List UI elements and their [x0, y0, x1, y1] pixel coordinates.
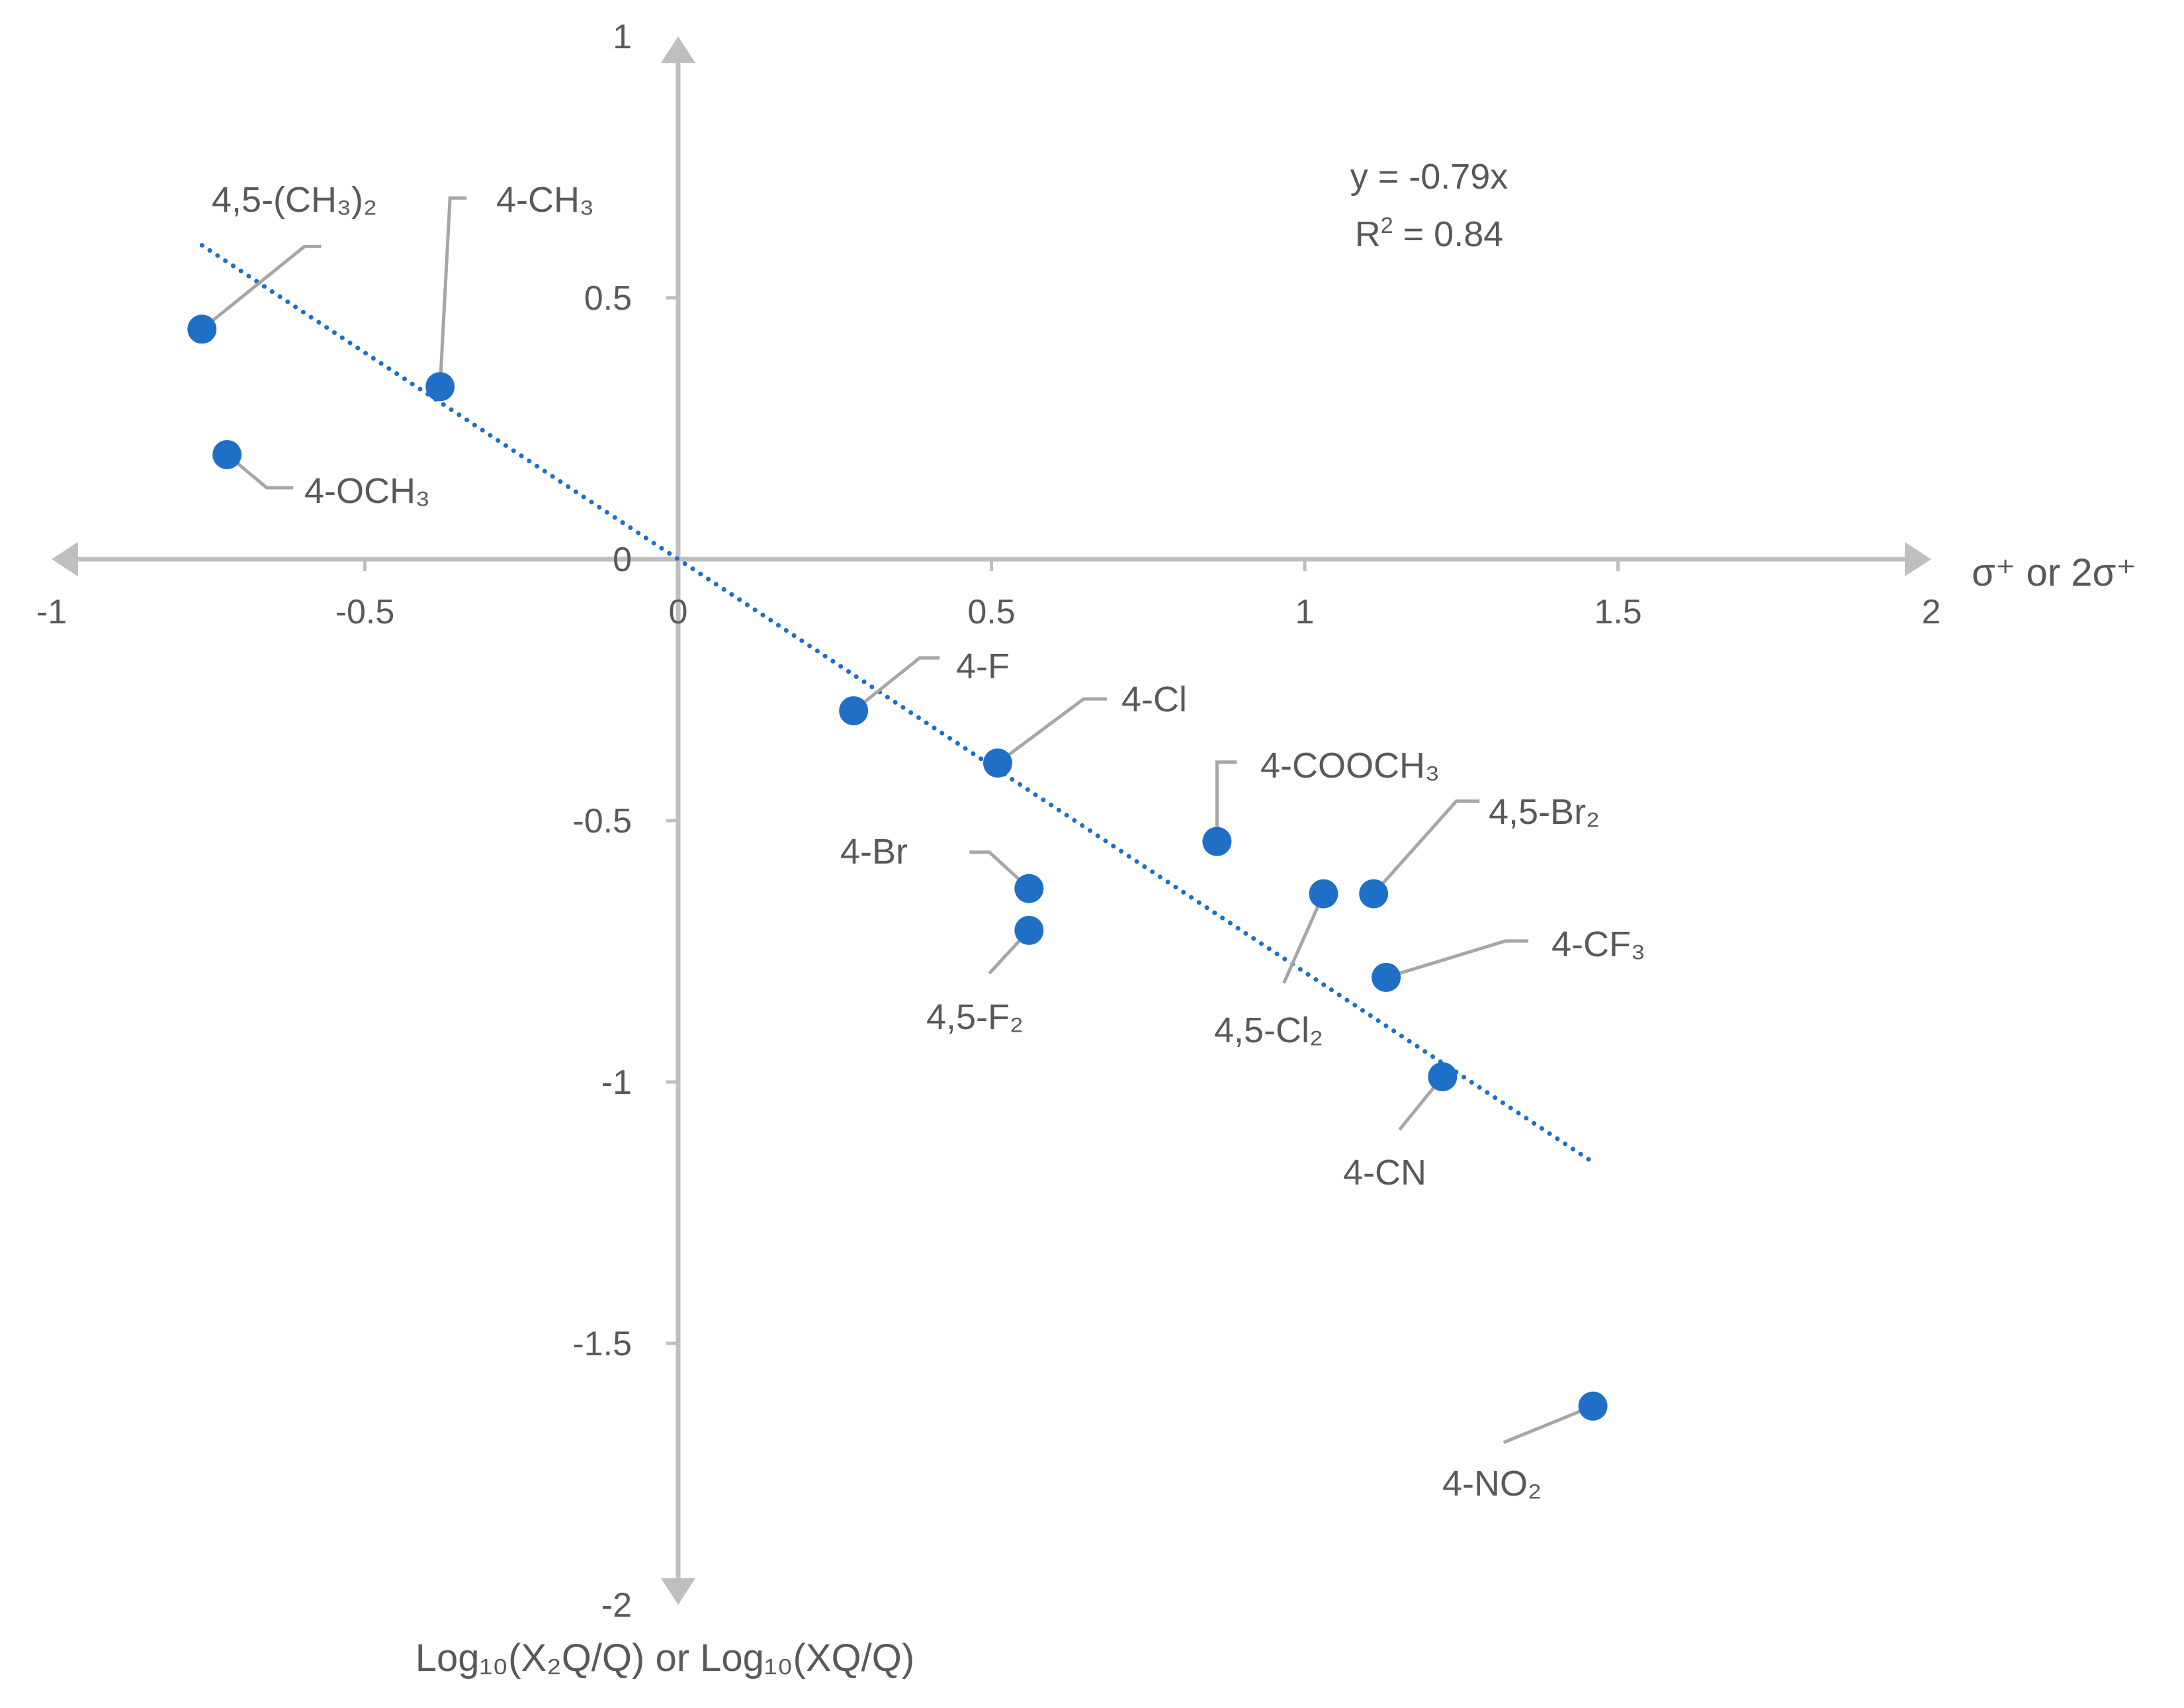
x-axis-title: σ⁺ or 2σ⁺ — [1972, 551, 2136, 594]
point-label: 4,5-Br₂ — [1489, 792, 1600, 832]
y-tick-label: -1 — [601, 1063, 632, 1102]
leader-line — [200, 244, 322, 331]
x-tick-group: -1 -0.5 0 0.5 1 1.5 2 — [36, 559, 1941, 631]
x-tick-label: 0.5 — [967, 593, 1015, 631]
point-label: 4-OCH₃ — [304, 471, 430, 511]
trendline — [199, 243, 1596, 1165]
r-squared-sup: 2 — [1381, 213, 1393, 238]
leader-line — [852, 656, 940, 713]
y-tick-label: 0.5 — [584, 279, 632, 318]
point-label: 4-F — [956, 647, 1010, 686]
leader-lines — [200, 196, 1594, 1445]
y-axis-arrow-top — [661, 36, 695, 63]
data-point — [1359, 879, 1389, 909]
leader-line — [438, 196, 467, 387]
x-tick-label: 1.5 — [1594, 593, 1641, 631]
y-tick-label: 1 — [613, 18, 632, 56]
leader-line — [1282, 893, 1325, 984]
r-squared-value: = 0.84 — [1393, 214, 1504, 254]
data-point — [425, 372, 455, 402]
leader-line — [1503, 1404, 1594, 1445]
point-label: 4,5-(CH₃)₂ — [212, 180, 377, 220]
y-tick-label: -0.5 — [572, 802, 632, 840]
point-label: 4-CH₃ — [496, 180, 594, 220]
point-label: 4-CF₃ — [1551, 924, 1645, 964]
data-point — [839, 696, 869, 726]
point-label: 4-Br — [840, 832, 908, 872]
point-label: 4,5-F₂ — [926, 997, 1024, 1037]
x-tick-label: 1 — [1295, 593, 1315, 631]
x-tick-label: 2 — [1922, 593, 1941, 631]
leader-line — [996, 697, 1107, 765]
point-label: 4,5-Cl₂ — [1214, 1011, 1323, 1050]
point-label: 4-COOCH₃ — [1260, 746, 1440, 786]
axes — [52, 36, 1931, 1605]
point-label: 4-NO₂ — [1442, 1464, 1542, 1504]
x-tick-label: -1 — [36, 593, 67, 631]
leader-line — [1372, 799, 1480, 895]
point-label: 4-CN — [1343, 1153, 1426, 1192]
x-tick-label: -0.5 — [335, 593, 395, 631]
data-points — [187, 314, 1608, 1421]
r-squared-r: R — [1355, 214, 1381, 254]
y-tick-label: -1.5 — [572, 1325, 632, 1363]
data-point — [1014, 915, 1044, 945]
x-axis-arrow-left — [52, 542, 78, 576]
leader-line — [969, 850, 1031, 890]
y-axis-arrow-bottom — [661, 1578, 695, 1605]
data-point — [1578, 1391, 1608, 1421]
data-point — [1428, 1062, 1458, 1092]
trendline-equation: y = -0.79x — [1350, 157, 1508, 197]
data-point — [1202, 827, 1232, 856]
data-point — [983, 748, 1012, 778]
data-point — [1014, 874, 1044, 903]
leader-line — [1385, 939, 1529, 979]
leader-line — [1215, 760, 1237, 842]
x-tick-label: 0 — [669, 593, 688, 631]
y-tick-group: 1 0.5 0 -0.5 -1 -1.5 -2 — [572, 18, 678, 1625]
data-point — [1309, 879, 1338, 909]
point-labels: 4,5-(CH₃)₂ 4-CH₃ 4-OCH₃ 4-F 4-Cl 4-COOCH₃ 4,5-… — [212, 180, 1645, 1504]
y-tick-label: 0 — [613, 541, 632, 579]
data-point — [212, 440, 242, 469]
leader-line — [226, 453, 294, 490]
y-axis-title: Log₁₀(X₂Q/Q) or Log₁₀(XQ/Q) — [415, 1637, 914, 1680]
data-point — [187, 314, 217, 344]
data-point — [1372, 963, 1401, 992]
r-squared-label: R2 = 0.84 — [1355, 213, 1504, 254]
x-axis-arrow-right — [1905, 542, 1931, 576]
point-label: 4-Cl — [1121, 680, 1187, 719]
y-tick-label: -2 — [601, 1586, 632, 1625]
